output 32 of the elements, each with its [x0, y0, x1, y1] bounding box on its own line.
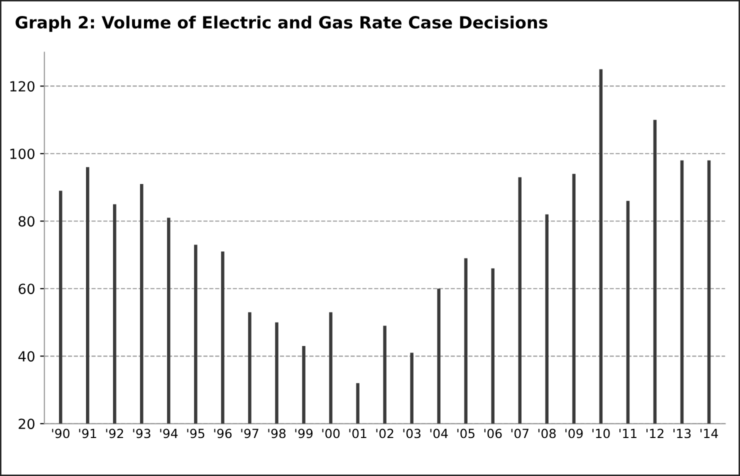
- x-tick-label: '90: [52, 428, 70, 438]
- x-tick-label: '95: [187, 428, 204, 438]
- x-tick-label: '92: [106, 428, 124, 438]
- x-tick-label: '05: [457, 428, 474, 438]
- x-tick-label: '98: [268, 428, 286, 438]
- x-tick-label: '13: [674, 428, 691, 438]
- x-tick-label: '12: [646, 428, 664, 438]
- x-tick-label: '01: [349, 428, 366, 438]
- x-tick-label: '02: [376, 428, 394, 438]
- x-tick-label: '04: [430, 428, 448, 438]
- x-tick-label: '14: [700, 428, 718, 438]
- y-tick-label: 120: [10, 81, 34, 92]
- x-tick-label: '11: [619, 428, 636, 438]
- x-tick-label: '97: [241, 428, 258, 438]
- x-tick-label: '09: [565, 428, 583, 438]
- x-tick-label: '94: [160, 428, 178, 438]
- x-tick-label: '96: [214, 428, 232, 438]
- x-tick-label: '00: [322, 428, 340, 438]
- x-tick-label: '07: [511, 428, 528, 438]
- y-tick-label: 60: [18, 284, 34, 294]
- x-tick-label: '08: [538, 428, 556, 438]
- y-tick-label: 80: [18, 216, 34, 227]
- y-tick-label: 20: [18, 418, 34, 430]
- x-tick-label: '03: [403, 428, 420, 438]
- chart-title: Graph 2: Volume of Electric and Gas Rate Case Decisions: [16, 16, 548, 32]
- y-tick-label: 100: [10, 148, 34, 160]
- x-tick-label: '10: [592, 428, 610, 438]
- y-tick-label: 40: [18, 351, 34, 362]
- x-tick-label: '99: [295, 428, 313, 438]
- x-tick-label: '06: [484, 428, 502, 438]
- x-tick-label: '91: [79, 428, 96, 438]
- x-tick-label: '93: [133, 428, 150, 438]
